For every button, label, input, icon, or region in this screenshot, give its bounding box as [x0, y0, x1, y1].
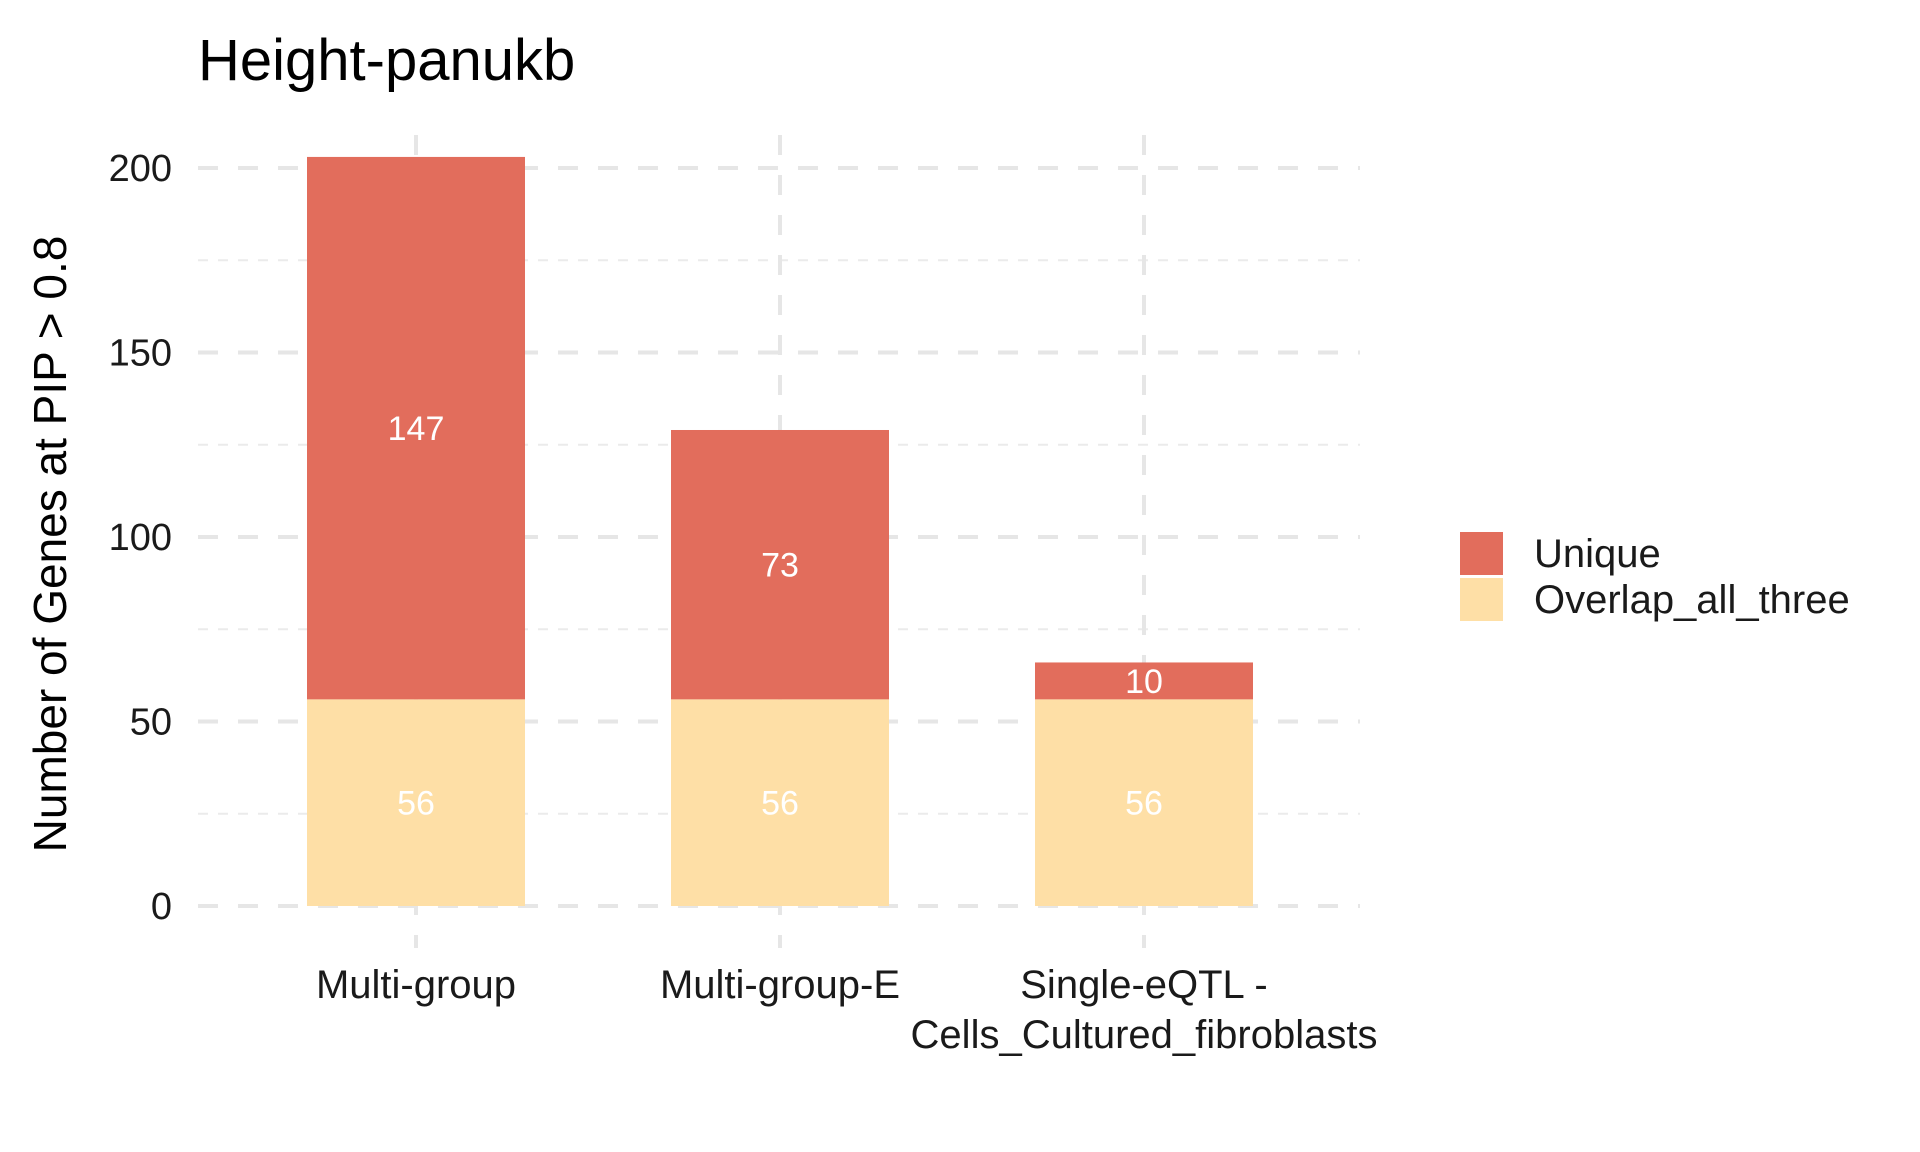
legend-swatch: [1460, 578, 1503, 621]
x-tick-label: Multi-group: [316, 963, 516, 1007]
y-tick-label: 0: [151, 886, 172, 928]
data-label: 10: [1125, 663, 1163, 701]
x-axis-ticks: Multi-group Multi-group-E Single-eQTL - Cel…: [316, 963, 1377, 1057]
data-labels: 56 147 56 73 56 10: [388, 410, 1163, 823]
bar-segment-unique: [1035, 662, 1253, 700]
y-tick-label: 50: [130, 702, 172, 744]
bars: [307, 156, 1253, 906]
bar-segment-overlap-all-three: [307, 699, 525, 906]
y-tick-label: 150: [109, 333, 172, 375]
legend-label: Unique: [1534, 532, 1661, 576]
legend-swatch: [1460, 532, 1503, 575]
x-tick-label: Multi-group-E: [660, 963, 900, 1007]
bar-segment-overlap-all-three: [1035, 699, 1253, 906]
data-label: 147: [388, 410, 445, 448]
bar-segment-unique: [671, 429, 889, 700]
x-tick-label: Cells_Cultured_fibroblasts: [911, 1013, 1378, 1057]
y-axis-label: Number of Genes at PIP > 0.8: [24, 236, 76, 853]
data-label: 56: [397, 785, 435, 823]
chart-title: Height-panukb: [198, 28, 575, 93]
data-label: 73: [761, 547, 799, 585]
y-axis-ticks: 0 50 100 150 200: [109, 148, 172, 928]
y-tick-label: 200: [109, 148, 172, 190]
y-tick-label: 100: [109, 517, 172, 559]
bar-segment-unique: [307, 156, 525, 700]
bar-segment-overlap-all-three: [671, 699, 889, 906]
data-label: 56: [761, 785, 799, 823]
data-label: 56: [1125, 785, 1163, 823]
x-tick-label: Single-eQTL -: [1020, 963, 1268, 1007]
legend-label: Overlap_all_three: [1534, 578, 1850, 622]
